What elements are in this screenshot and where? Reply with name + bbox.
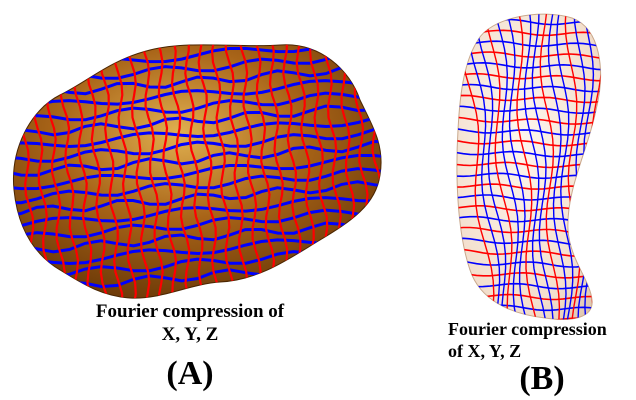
blue-contour-a xyxy=(13,219,382,254)
vertical-contour-b xyxy=(531,14,554,320)
red-contour-a xyxy=(224,44,249,299)
red-contour-a xyxy=(155,44,178,299)
panel-b-label: (B) xyxy=(519,360,565,397)
vertical-contour-b xyxy=(539,14,561,320)
horizontal-contour-b xyxy=(456,51,601,60)
vertical-contour-b xyxy=(466,14,501,320)
red-contour-a xyxy=(253,44,276,299)
vertical-contour-b xyxy=(505,14,527,320)
red-contour-a xyxy=(184,44,208,299)
blue-contour-a xyxy=(13,196,382,231)
red-contour-a xyxy=(99,44,124,299)
red-contour-a xyxy=(238,44,262,299)
horizontal-contour-b xyxy=(456,83,601,93)
panel-a-caption-line1: Fourier compression of xyxy=(95,301,285,322)
vertical-contour-b xyxy=(516,14,537,320)
panel-a-caption-line2: X, Y, Z xyxy=(161,324,219,345)
red-contour-a xyxy=(210,44,235,299)
blue-contour-a xyxy=(13,125,382,163)
panel-b-surface xyxy=(456,13,601,320)
panel-a-surface xyxy=(12,44,382,299)
vertical-contour-b xyxy=(556,14,574,320)
vertical-contour-b xyxy=(483,14,513,320)
blue-contour-a xyxy=(13,79,382,114)
blue-contour-a xyxy=(13,63,382,102)
vertical-contour-b xyxy=(493,14,520,320)
vertical-contour-b xyxy=(564,14,581,320)
blue-contour-a xyxy=(13,180,382,219)
panel-b-caption-line1: Fourier compression xyxy=(448,319,607,339)
blue-contour-a xyxy=(13,140,382,177)
red-contour-a xyxy=(197,44,222,299)
panel-a-label: (A) xyxy=(166,355,214,392)
vertical-contour-b xyxy=(474,14,507,320)
horizontal-contour-b xyxy=(456,138,601,147)
blue-contour-a xyxy=(13,91,382,125)
red-contour-a xyxy=(170,44,193,299)
vertical-contour-b xyxy=(547,14,567,320)
red-contour-a xyxy=(140,44,164,299)
red-contour-a xyxy=(86,44,110,299)
vertical-contour-b xyxy=(523,14,547,320)
red-contour-a xyxy=(112,44,137,299)
blue-contour-a xyxy=(13,113,382,149)
red-contour-a xyxy=(126,44,151,299)
panel-b-caption-line2: of X, Y, Z xyxy=(448,341,522,361)
horizontal-contour-b xyxy=(456,94,601,104)
